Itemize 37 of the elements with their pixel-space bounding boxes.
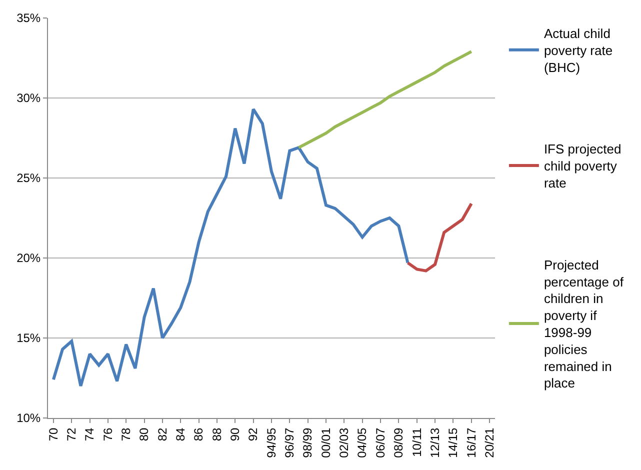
x-tick-label: 10/11 <box>410 427 424 457</box>
line-series <box>406 202 473 272</box>
y-tick-label: 30% <box>16 91 41 106</box>
x-tick-label: 12/13 <box>428 427 442 458</box>
x-tick-label: 96/97 <box>282 427 297 458</box>
x-tick-label: 20/21 <box>482 427 496 458</box>
y-tick-label: 15% <box>16 331 41 346</box>
x-tick-label: 06/07 <box>373 427 388 458</box>
legend-label: Projected percentage of children in poverty if 1998-99 policies remained in place <box>544 257 624 391</box>
x-tick-label: 76 <box>100 427 115 442</box>
x-tick-label: 88 <box>210 427 224 442</box>
y-tick-label: 35% <box>16 11 41 26</box>
x-tick-label: 80 <box>137 427 152 442</box>
x-tick-label: 82 <box>155 427 170 442</box>
x-tick-label: 70 <box>46 427 60 442</box>
x-tick-label: 94/95 <box>264 427 278 458</box>
x-tick-label: 90 <box>228 427 242 442</box>
x-tick-label: 84 <box>174 427 188 442</box>
x-tick-label: 74 <box>82 427 97 442</box>
x-tick-label: 92 <box>246 427 260 442</box>
legend-label: IFS projected child poverty rate <box>544 142 622 191</box>
y-tick-label: 10% <box>16 411 41 426</box>
x-tick-label: 86 <box>192 427 206 442</box>
legend-label: Actual child poverty rate (BHC) <box>544 26 613 75</box>
x-tick-label: 04/05 <box>355 427 370 458</box>
y-tick-label: 25% <box>16 171 41 186</box>
x-tick-label: 78 <box>119 427 134 442</box>
x-tick-label: 98/99 <box>300 427 315 458</box>
x-tick-label: 08/09 <box>392 427 406 458</box>
y-tick-label: 20% <box>16 251 41 266</box>
x-tick-label: 16/17 <box>464 427 478 458</box>
x-tick-label: 00/01 <box>318 427 333 458</box>
x-tick-label: 72 <box>64 427 79 442</box>
x-tick-label: 02/03 <box>337 427 352 458</box>
line-series <box>297 50 473 150</box>
x-tick-label: 14/15 <box>446 427 460 458</box>
line-series <box>52 108 410 388</box>
